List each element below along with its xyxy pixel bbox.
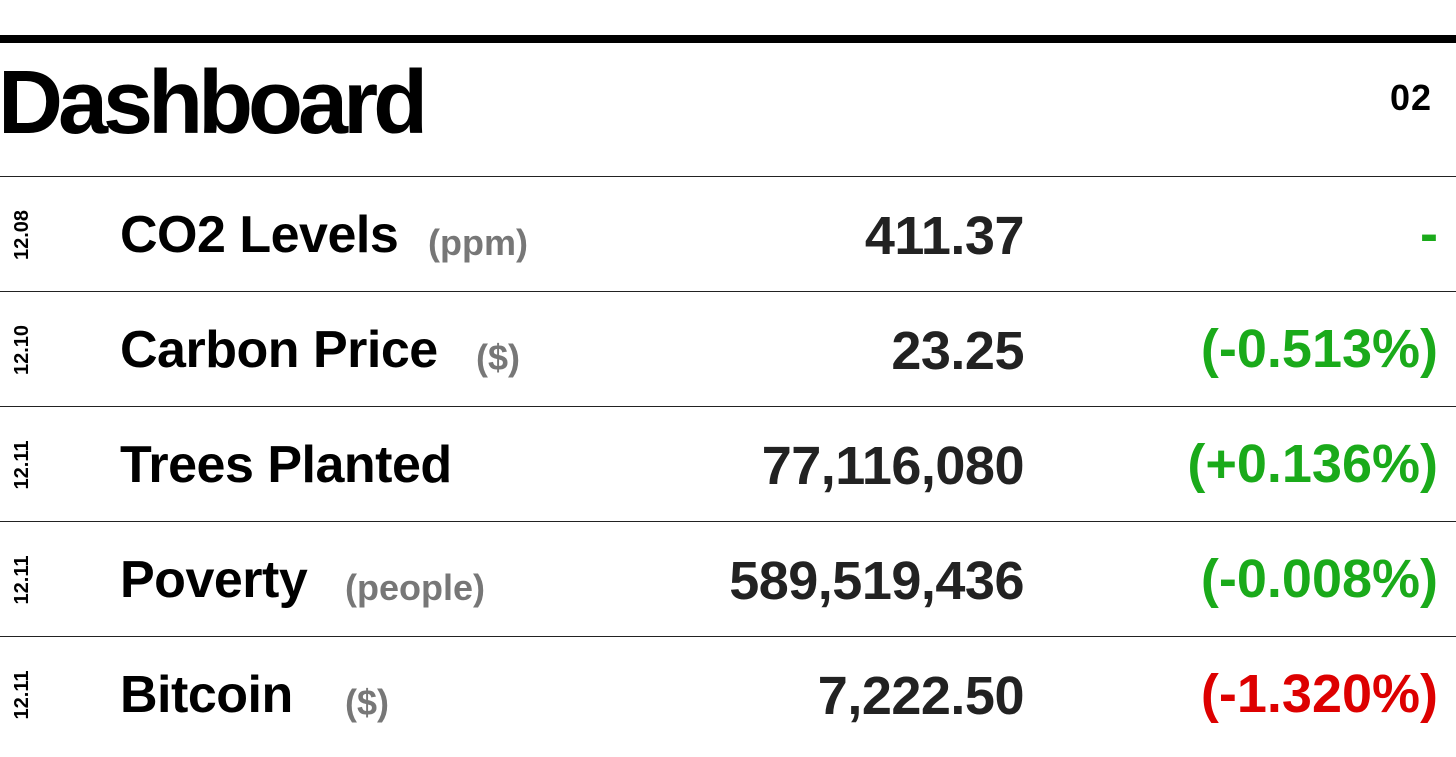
- row-change: (-0.513%): [1200, 319, 1438, 379]
- row-value: 411.37: [864, 206, 1025, 266]
- row-unit: (people): [345, 567, 485, 608]
- row-date: 12.11: [11, 670, 33, 720]
- row-unit: ($): [345, 682, 389, 723]
- top-rule: [0, 35, 1456, 43]
- row-label: Trees Planted: [120, 436, 452, 494]
- row-label: Bitcoin: [120, 666, 293, 724]
- metric-row-co2: 12.08 CO2 Levels (ppm) 411.37 -: [0, 176, 1456, 291]
- metric-row-carbon-price: 12.10 Carbon Price ($) 23.25 (-0.513%): [0, 291, 1456, 406]
- metric-row-poverty: 12.11 Poverty (people) 589,519,436 (-0.0…: [0, 521, 1456, 636]
- row-change: -: [1420, 204, 1438, 264]
- metric-row-trees-planted: 12.11 Trees Planted 77,116,080 (+0.136%): [0, 406, 1456, 521]
- row-unit: ($): [476, 337, 520, 378]
- row-unit: (ppm): [428, 222, 528, 263]
- row-date: 12.10: [11, 324, 33, 376]
- row-date: 12.08: [11, 209, 33, 261]
- metrics-table: 12.08 CO2 Levels (ppm) 411.37 - 12.10 Ca…: [0, 176, 1456, 751]
- row-label: Poverty: [120, 551, 308, 609]
- row-label: CO2 Levels: [120, 206, 399, 264]
- row-value: 23.25: [891, 321, 1024, 381]
- row-change: (-1.320%): [1200, 664, 1438, 724]
- row-date: 12.11: [11, 555, 33, 605]
- row-change: (+0.136%): [1187, 434, 1438, 494]
- metric-row-bitcoin: 12.11 Bitcoin ($) 7,222.50 (-1.320%): [0, 636, 1456, 751]
- row-value: 7,222.50: [817, 666, 1025, 726]
- row-value: 77,116,080: [761, 436, 1025, 496]
- page-title: Dashboard: [0, 53, 428, 153]
- row-label: Carbon Price: [120, 321, 438, 379]
- row-change: (-0.008%): [1200, 549, 1438, 609]
- row-value: 589,519,436: [729, 551, 1024, 611]
- row-date: 12.11: [11, 440, 33, 490]
- issue-number: 02: [1389, 77, 1432, 118]
